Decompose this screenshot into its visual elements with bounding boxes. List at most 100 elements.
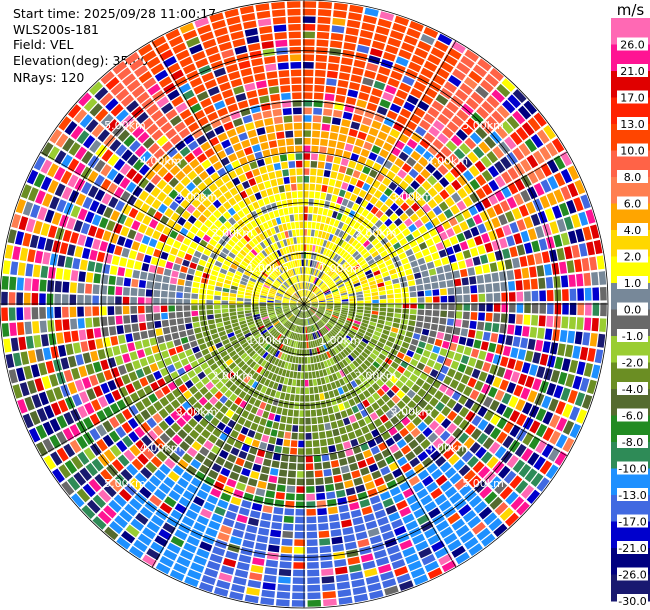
- ppi-gate: [329, 521, 341, 530]
- ppi-gate: [470, 294, 478, 302]
- ppi-gate: [366, 405, 375, 415]
- ppi-gate: [313, 447, 321, 455]
- ppi-gate: [138, 223, 148, 234]
- ppi-gate: [113, 223, 123, 234]
- ppi-gate: [549, 414, 561, 429]
- ppi-gate: [409, 457, 421, 468]
- ppi-gate: [256, 244, 264, 252]
- ppi-gate: [290, 298, 298, 302]
- ppi-gate: [331, 117, 342, 126]
- ppi-gate: [121, 114, 134, 128]
- ppi-gate: [191, 293, 199, 299]
- ppi-gate: [431, 252, 440, 261]
- ppi-gate: [379, 11, 395, 22]
- ppi-gate: [379, 303, 387, 308]
- ppi-gate: [371, 314, 378, 319]
- ppi-gate: [170, 354, 180, 363]
- ppi-gate: [440, 365, 449, 375]
- ppi-gate: [198, 65, 212, 76]
- range-ring-label: 4.00km: [426, 441, 468, 454]
- ppi-gate: [245, 315, 253, 320]
- ppi-gate: [467, 329, 476, 339]
- ppi-gate: [130, 287, 138, 296]
- ppi-gate: [479, 210, 490, 222]
- ppi-gate: [189, 429, 200, 440]
- ppi-gate: [260, 310, 267, 314]
- ppi-gate: [386, 479, 398, 490]
- ppi-gate: [343, 174, 352, 183]
- ppi-gate: [367, 258, 375, 266]
- ppi-gate: [326, 302, 334, 304]
- ppi-gate: [328, 242, 334, 250]
- ppi-gate: [180, 373, 190, 383]
- ppi-gate: [19, 247, 29, 262]
- ppi-gate: [302, 311, 304, 318]
- ppi-gate: [454, 478, 467, 491]
- colorbar-tick-label: 8.0: [624, 171, 642, 184]
- ppi-gate: [523, 100, 538, 115]
- ppi-gate: [531, 240, 541, 253]
- ppi-gate: [276, 311, 283, 315]
- ppi-gate: [306, 546, 319, 554]
- ppi-gate: [164, 334, 173, 342]
- ppi-gate: [39, 293, 46, 306]
- ppi-gate: [171, 270, 179, 278]
- ppi-gate: [278, 70, 290, 78]
- ppi-gate: [56, 332, 64, 345]
- ppi-gate: [380, 571, 394, 581]
- ppi-gate: [197, 356, 206, 365]
- ppi-gate: [334, 566, 348, 575]
- ppi-gate: [299, 299, 304, 304]
- ppi-gate: [437, 133, 449, 145]
- colorbar-tick-label: -17.0: [618, 516, 646, 529]
- ppi-gate: [187, 369, 196, 379]
- ppi-gate: [35, 424, 48, 440]
- ppi-gate: [349, 462, 359, 472]
- ppi-gate: [243, 20, 257, 30]
- ppi-gate: [342, 376, 350, 384]
- ppi-gate: [211, 270, 219, 277]
- ppi-gate: [145, 246, 155, 256]
- ppi-gate: [284, 508, 295, 516]
- ppi-gate: [312, 332, 316, 340]
- ppi-gate: [254, 119, 264, 129]
- ppi-gate: [396, 265, 404, 273]
- ppi-gate: [95, 424, 107, 437]
- ppi-gate: [24, 307, 31, 320]
- ppi-gate: [266, 552, 279, 560]
- ppi-gate: [150, 63, 165, 76]
- ppi-gate: [262, 286, 270, 291]
- colorbar-tick-bg: [617, 488, 648, 501]
- ppi-gate: [264, 567, 278, 576]
- ppi-gate: [126, 168, 138, 180]
- ppi-gate: [276, 312, 284, 316]
- ppi-gate: [274, 306, 282, 309]
- ppi-gate: [379, 193, 389, 203]
- ppi-gate: [317, 207, 324, 215]
- ppi-gate: [224, 389, 233, 398]
- ppi-gate: [459, 241, 469, 251]
- ppi-gate: [211, 333, 219, 340]
- ppi-gate: [492, 323, 500, 333]
- ppi-gate: [305, 334, 308, 341]
- ppi-gate: [198, 407, 208, 417]
- ppi-gate: [290, 306, 297, 310]
- ppi-gate: [268, 436, 277, 445]
- ppi-gate: [539, 146, 552, 161]
- ppi-gate: [319, 538, 331, 546]
- ppi-gate: [484, 220, 494, 231]
- ppi-gate: [102, 337, 111, 348]
- ppi-gate: [542, 411, 554, 425]
- ppi-gate: [72, 393, 83, 407]
- colorbar-tick-bg: [617, 514, 648, 528]
- ppi-gate: [389, 268, 397, 275]
- ppi-gate: [246, 347, 254, 355]
- ppi-gate: [516, 219, 527, 231]
- ppi-gate: [329, 270, 336, 277]
- ppi-gate: [340, 465, 350, 474]
- ppi-gate: [12, 246, 21, 260]
- ppi-gate: [328, 390, 335, 398]
- ppi-gate: [436, 355, 445, 364]
- ppi-gate: [286, 354, 291, 362]
- ppi-gate: [279, 248, 285, 256]
